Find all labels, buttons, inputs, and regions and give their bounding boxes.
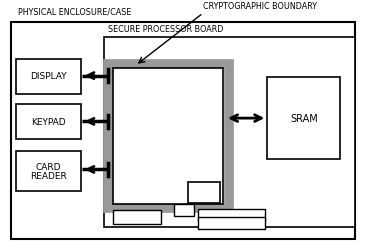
Bar <box>113 69 223 205</box>
Text: CARD: CARD <box>36 163 61 172</box>
Text: READER: READER <box>30 172 67 180</box>
Text: DS5250: DS5250 <box>143 79 194 91</box>
Text: PHYSICAL ENCLOSURE/CASE: PHYSICAL ENCLOSURE/CASE <box>18 8 132 16</box>
Bar <box>188 182 220 203</box>
Text: RTC: RTC <box>197 188 211 197</box>
Bar <box>104 38 355 227</box>
Bar <box>174 204 194 216</box>
Bar <box>16 151 81 191</box>
Text: SRAM: SRAM <box>290 114 318 124</box>
Bar <box>108 65 229 208</box>
Text: SECURE PROCESSOR BOARD: SECURE PROCESSOR BOARD <box>108 25 223 34</box>
Bar <box>267 78 340 160</box>
Bar <box>16 60 81 95</box>
Bar <box>198 209 265 221</box>
Bar <box>198 218 265 230</box>
Bar <box>113 210 161 225</box>
Text: CRYPTOGRAPHIC BOUNDARY: CRYPTOGRAPHIC BOUNDARY <box>203 2 317 11</box>
Text: KEYPAD: KEYPAD <box>31 117 66 126</box>
Bar <box>11 23 355 240</box>
Text: DISPLAY: DISPLAY <box>30 72 67 81</box>
Bar <box>16 105 81 140</box>
Text: μC: μC <box>160 111 177 124</box>
